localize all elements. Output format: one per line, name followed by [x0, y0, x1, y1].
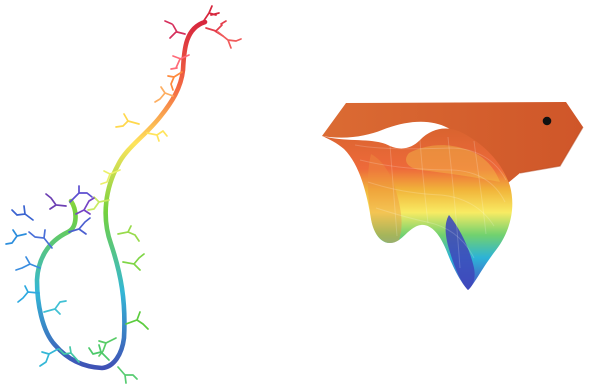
chain-branches-middle: [87, 113, 168, 357]
surface-highlight-band: [406, 145, 500, 182]
branch-blue-2: [28, 229, 53, 249]
chain-backbone: [34, 19, 208, 371]
branch-pink-1: [170, 54, 190, 70]
energy-surface-group: [322, 102, 584, 290]
branch-blue-1: [15, 256, 41, 271]
surface-top-plane: [322, 102, 583, 183]
grid-line-4: [375, 207, 475, 259]
branch-cyan-4: [17, 285, 40, 303]
branch-orange-2: [154, 86, 174, 103]
grid-line-3: [367, 181, 495, 227]
grid-line-2: [359, 159, 506, 203]
chain-group: [5, 5, 242, 384]
branch-purple-3: [75, 197, 95, 215]
branch-yellow-1: [115, 113, 140, 128]
branch-green-4: [125, 311, 149, 330]
grid-line-7: [447, 136, 461, 269]
branch-red-3: [164, 20, 186, 39]
branch-orange-1: [167, 71, 183, 91]
grid-line-6: [419, 139, 429, 224]
branch-green-7: [117, 366, 138, 384]
branch-green-3: [122, 253, 145, 271]
surface-left-lobe: [367, 154, 402, 244]
branch-blue-5: [5, 229, 27, 245]
surface-deep-well: [445, 215, 475, 290]
branch-blue-4: [11, 205, 34, 221]
grid-line-5: [389, 144, 398, 237]
surface-grid: [354, 136, 507, 269]
branch-blue-3: [68, 217, 91, 235]
chain-branches-top: [154, 5, 242, 103]
branch-red-1: [202, 5, 220, 23]
branch-cyan-2: [39, 348, 59, 367]
branch-cyan-1: [58, 346, 80, 363]
chain-branches-endcap: [5, 185, 95, 245]
branch-yellow-3: [100, 169, 121, 185]
branch-purple-1: [69, 185, 93, 203]
branch-purple-2: [45, 193, 67, 210]
branch-red-2: [205, 20, 227, 37]
branch-cyan-3: [43, 300, 67, 315]
surface-edge-shadow: [519, 126, 584, 174]
grid-line-1: [354, 144, 507, 181]
position-marker: [542, 116, 552, 126]
branch-green-6: [88, 344, 110, 361]
chain-branches-lower: [15, 217, 138, 384]
branch-yellow-2: [146, 130, 168, 142]
grid-line-8: [473, 140, 487, 235]
branch-green-5: [98, 337, 117, 357]
branch-green-2: [117, 225, 140, 242]
branch-red-4: [217, 31, 242, 49]
